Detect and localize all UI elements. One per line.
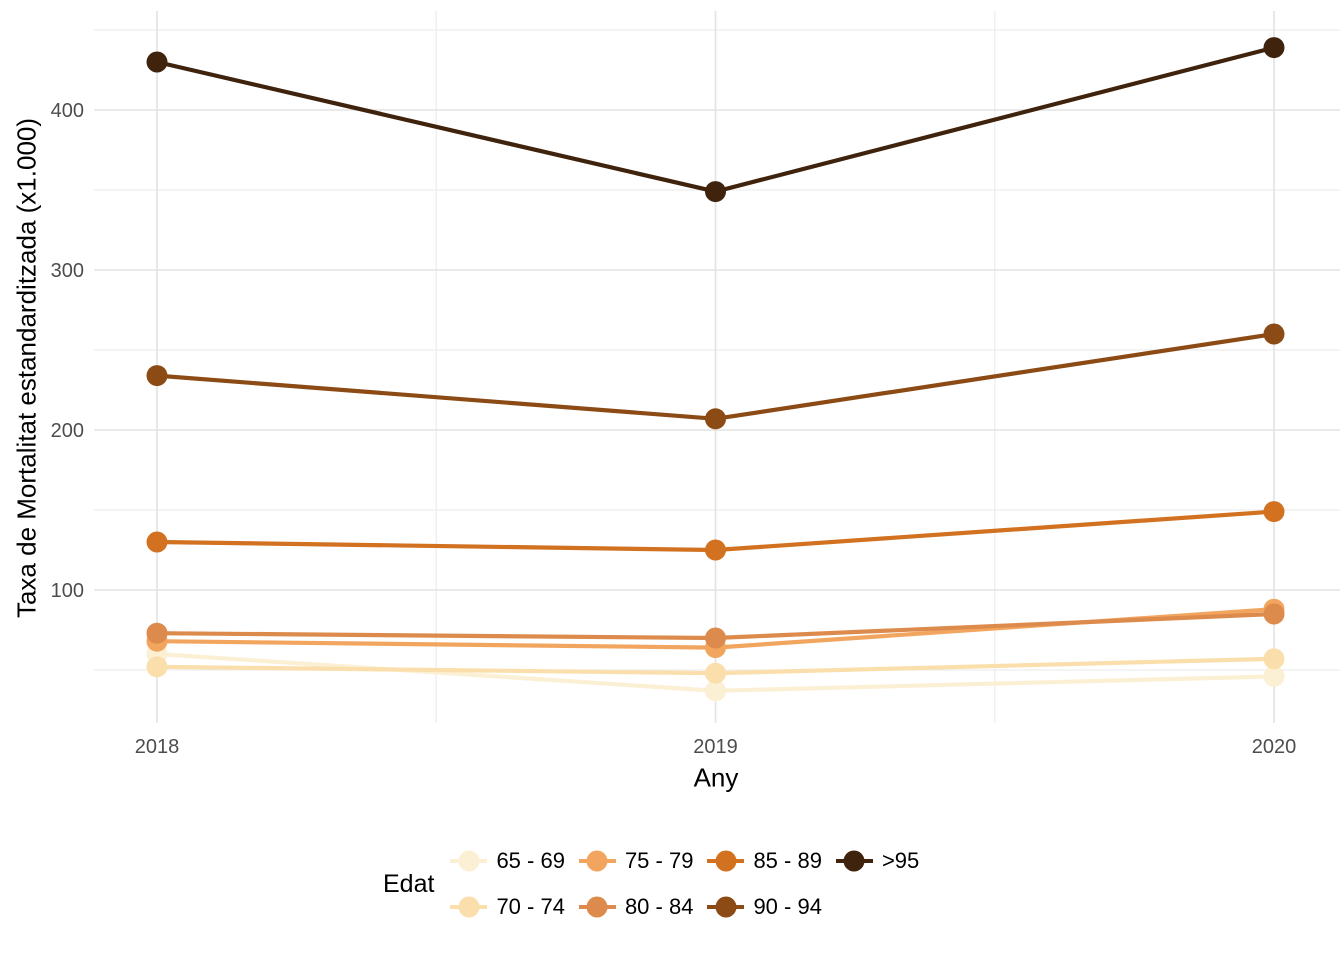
data-point-90-94-2019: [705, 408, 726, 430]
legend-item-80-84: 80 - 84: [578, 894, 694, 920]
data-point-80-84-2018: [146, 622, 168, 644]
data-point-90-94-2020: [1263, 323, 1285, 345]
y-tick-label: 200: [51, 420, 84, 442]
legend-key-dot: [586, 850, 608, 872]
legend-key-icon: [450, 894, 488, 920]
legend-item-70-74: 70 - 74: [450, 894, 565, 920]
x-tick-label: 2020: [1252, 736, 1297, 758]
legend-key-icon: [707, 848, 745, 874]
x-tick-label: 2019: [693, 736, 738, 758]
data-point->95-2020: [1263, 37, 1285, 59]
data-point-85-89-2019: [705, 539, 726, 561]
legend-key-icon: [578, 848, 616, 874]
data-point-65-69-2019: [705, 680, 726, 702]
data-point-70-74-2020: [1263, 648, 1285, 670]
y-axis-title: Taxa de Mortalitat estandarditzada (x1.0…: [11, 117, 42, 619]
data-point-85-89-2018: [146, 531, 168, 553]
legend-key-dot: [586, 896, 608, 918]
data-point-65-69-2020: [1263, 665, 1285, 687]
legend-key-dot: [458, 850, 480, 872]
legend-item->95: >95: [835, 848, 920, 874]
legend: Edat 65 - 69 70 - 74 75 - 79 80 - 84 85 - 89…: [383, 838, 919, 930]
legend-label: 80 - 84: [624, 894, 694, 919]
legend-label: 90 - 94: [753, 894, 822, 919]
y-tick-label: 300: [51, 260, 84, 282]
legend-title: Edat: [383, 869, 435, 898]
y-tick-label: 100: [51, 580, 84, 602]
legend-key-dot: [715, 896, 737, 918]
data-point->95-2019: [705, 181, 726, 203]
legend-label: 70 - 74: [496, 894, 565, 919]
legend-key-icon: [835, 848, 873, 874]
data-point-90-94-2018: [146, 365, 168, 387]
legend-item-85-89: 85 - 89: [707, 848, 822, 874]
data-point-80-84-2019: [705, 627, 726, 649]
legend-label: 65 - 69: [496, 848, 565, 873]
data-point->95-2018: [146, 51, 168, 73]
x-axis-title: Any: [693, 762, 739, 793]
legend-item-65-69: 65 - 69: [450, 848, 565, 874]
plot-area: 100 200 300 400 2018 2019 2020: [51, 11, 1340, 758]
legend-key-dot: [715, 850, 737, 872]
legend-key-dot: [843, 850, 865, 872]
data-point-80-84-2020: [1263, 603, 1285, 625]
legend-items: 65 - 69 70 - 74 75 - 79 80 - 84 85 - 89 90 - …: [450, 838, 919, 930]
legend-label: >95: [881, 848, 920, 873]
legend-key-icon: [578, 894, 616, 920]
legend-key-icon: [450, 848, 488, 874]
legend-item-90-94: 90 - 94: [707, 894, 822, 920]
legend-label: 75 - 79: [624, 848, 694, 873]
y-tick-label: 400: [51, 100, 84, 122]
legend-key-icon: [707, 894, 745, 920]
x-tick-label: 2018: [135, 736, 180, 758]
data-point-70-74-2019: [705, 662, 726, 684]
data-point-85-89-2020: [1263, 501, 1285, 523]
legend-label: 85 - 89: [753, 848, 822, 873]
legend-key-dot: [458, 896, 480, 918]
legend-item-75-79: 75 - 79: [578, 848, 694, 874]
data-point-70-74-2018: [146, 656, 168, 678]
